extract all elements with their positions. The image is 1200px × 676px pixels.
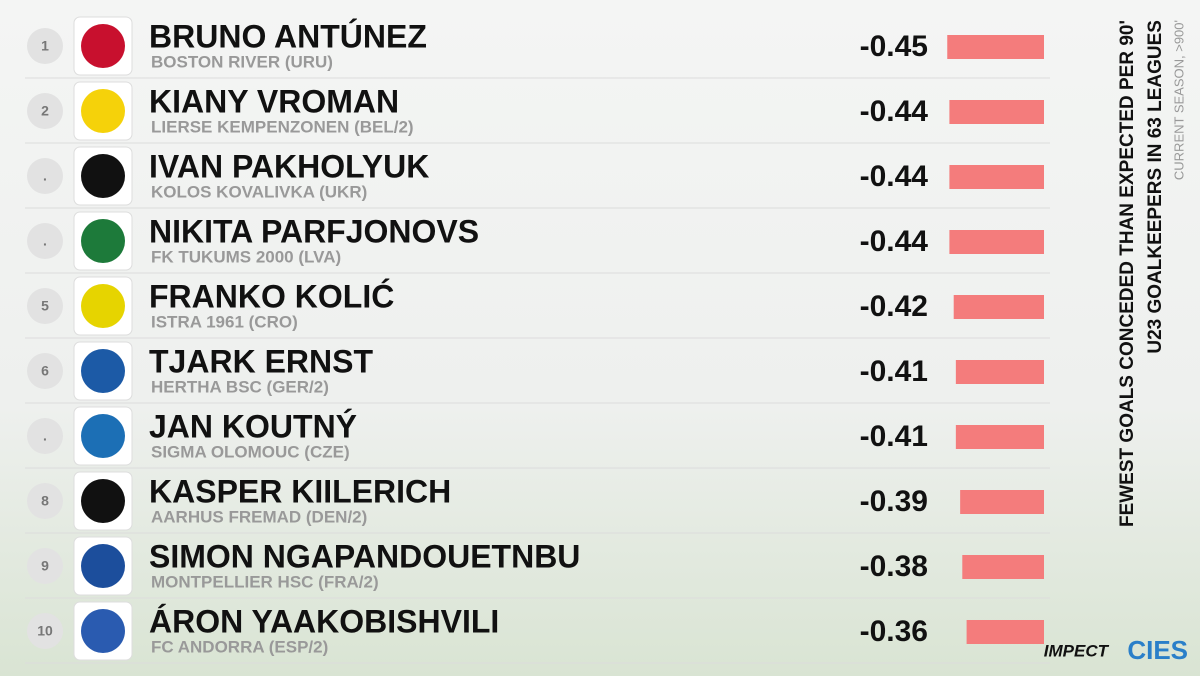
value-label: -0.44: [860, 95, 929, 128]
rank-badge: [27, 288, 63, 324]
rank: 10: [37, 623, 53, 639]
club-logo: [81, 24, 125, 68]
player-name: TJARK ERNST: [149, 343, 373, 379]
rank: .: [43, 428, 47, 444]
rank-badge: [27, 418, 63, 454]
club-logo: [81, 89, 125, 133]
value-label: -0.45: [860, 30, 928, 63]
rank: 2: [41, 103, 49, 119]
player-name: NIKITA PARFJONOVS: [149, 213, 479, 249]
value-label: -0.44: [860, 225, 929, 258]
value-label: -0.41: [860, 420, 928, 453]
bar: [949, 230, 1044, 254]
player-name: JAN KOUTNÝ: [149, 408, 357, 444]
rank: 8: [41, 493, 49, 509]
club-logo: [81, 284, 125, 328]
club-logo: [81, 609, 125, 653]
value-label: -0.36: [860, 615, 928, 648]
rank-badge: [27, 353, 63, 389]
subtitle: U23 GOALKEEPERS IN 63 LEAGUES: [1145, 20, 1166, 354]
player-name: ÁRON YAAKOBISHVILI: [149, 603, 499, 639]
cies-logo: CIES: [1127, 635, 1188, 665]
rank-badge: [27, 223, 63, 259]
bar: [955, 360, 1044, 384]
rank-badge: [27, 548, 63, 584]
bar: [962, 555, 1044, 579]
rank: .: [43, 233, 47, 249]
bar: [947, 35, 1044, 59]
club-name: FC ANDORRA (ESP/2): [151, 637, 328, 656]
club-logo: [81, 544, 125, 588]
player-name: KASPER KIILERICH: [149, 473, 451, 509]
bar: [960, 490, 1044, 514]
rank: 9: [41, 558, 49, 574]
player-name: SIMON NGAPANDOUETNBU: [149, 538, 580, 574]
player-name: IVAN PAKHOLYUK: [149, 148, 429, 184]
club-name: BOSTON RIVER (URU): [151, 52, 333, 71]
club-logo: [81, 349, 125, 393]
club-logo: [81, 154, 125, 198]
club-name: LIERSE KEMPENZONEN (BEL/2): [151, 117, 414, 136]
value-label: -0.41: [860, 355, 928, 388]
value-label: -0.42: [860, 290, 928, 323]
value-label: -0.39: [860, 485, 928, 518]
player-name: BRUNO ANTÚNEZ: [149, 18, 427, 54]
rank: 6: [41, 363, 49, 379]
bar: [949, 100, 1044, 124]
player-name: FRANKO KOLIĆ: [149, 278, 394, 314]
player-name: KIANY VROMAN: [149, 83, 399, 119]
impect-logo: IMPECT: [1044, 641, 1110, 660]
value-label: -0.38: [860, 550, 928, 583]
bar: [949, 165, 1044, 189]
club-name: HERTHA BSC (GER/2): [151, 377, 329, 396]
club-name: SIGMA OLOMOUC (CZE): [151, 442, 350, 461]
rank-badge: [27, 93, 63, 129]
rank: .: [43, 168, 47, 184]
club-logo: [81, 219, 125, 263]
club-name: AARHUS FREMAD (DEN/2): [151, 507, 367, 526]
bar: [966, 620, 1044, 644]
club-name: MONTPELLIER HSC (FRA/2): [151, 572, 379, 591]
rank-badge: [27, 158, 63, 194]
rank: 1: [41, 38, 49, 54]
value-label: -0.44: [860, 160, 929, 193]
club-name: KOLOS KOVALIVKA (UKR): [151, 182, 367, 201]
rank-badge: [27, 613, 63, 649]
rank-badge: [27, 28, 63, 64]
note: CURRENT SEASON, >900': [1171, 20, 1186, 180]
club-logo: [81, 479, 125, 523]
rank: 5: [41, 298, 49, 314]
club-name: ISTRA 1961 (CRO): [151, 312, 298, 331]
club-name: FK TUKUMS 2000 (LVA): [151, 247, 341, 266]
bar: [955, 425, 1044, 449]
title: FEWEST GOALS CONCEDED THAN EXPECTED PER …: [1117, 20, 1138, 527]
club-logo: [81, 414, 125, 458]
rank-badge: [27, 483, 63, 519]
bar: [953, 295, 1044, 319]
